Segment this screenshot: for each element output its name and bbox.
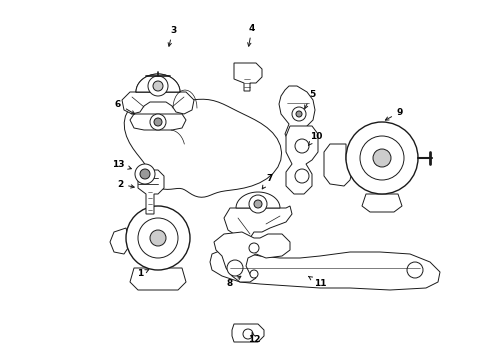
Polygon shape xyxy=(324,144,352,186)
Polygon shape xyxy=(130,114,186,130)
Polygon shape xyxy=(236,192,280,208)
Circle shape xyxy=(154,118,162,126)
Circle shape xyxy=(249,243,259,253)
Circle shape xyxy=(138,218,178,258)
Text: 6: 6 xyxy=(115,99,135,114)
Text: 12: 12 xyxy=(248,333,260,345)
Circle shape xyxy=(153,81,163,91)
Circle shape xyxy=(346,122,418,194)
Circle shape xyxy=(254,200,262,208)
Circle shape xyxy=(295,169,309,183)
Polygon shape xyxy=(279,86,315,148)
Circle shape xyxy=(250,270,258,278)
Text: 11: 11 xyxy=(309,276,326,288)
Polygon shape xyxy=(210,250,440,290)
Circle shape xyxy=(135,164,155,184)
Polygon shape xyxy=(138,170,164,214)
Text: 13: 13 xyxy=(112,159,131,169)
Circle shape xyxy=(292,107,306,121)
Polygon shape xyxy=(234,63,262,91)
Text: 1: 1 xyxy=(137,270,148,279)
Polygon shape xyxy=(110,228,128,254)
Text: 10: 10 xyxy=(308,131,322,145)
Circle shape xyxy=(296,111,302,117)
Circle shape xyxy=(126,206,190,270)
Text: 4: 4 xyxy=(247,23,255,46)
Polygon shape xyxy=(130,268,186,290)
Text: 2: 2 xyxy=(117,180,134,189)
Text: 9: 9 xyxy=(385,108,403,120)
Circle shape xyxy=(249,195,267,213)
Text: 3: 3 xyxy=(168,26,176,46)
Polygon shape xyxy=(362,194,402,212)
Text: 8: 8 xyxy=(227,276,241,288)
Circle shape xyxy=(243,329,253,339)
Polygon shape xyxy=(136,74,180,92)
Circle shape xyxy=(360,136,404,180)
Polygon shape xyxy=(122,92,194,114)
Text: 5: 5 xyxy=(305,90,315,109)
Circle shape xyxy=(140,169,150,179)
Circle shape xyxy=(150,230,166,246)
Polygon shape xyxy=(124,99,282,197)
Text: 7: 7 xyxy=(262,174,273,189)
Polygon shape xyxy=(286,126,318,194)
Circle shape xyxy=(373,149,391,167)
Polygon shape xyxy=(224,206,292,238)
Circle shape xyxy=(150,114,166,130)
Polygon shape xyxy=(214,232,290,282)
Circle shape xyxy=(227,260,243,276)
Polygon shape xyxy=(232,324,264,342)
Circle shape xyxy=(407,262,423,278)
Circle shape xyxy=(148,76,168,96)
Circle shape xyxy=(295,139,309,153)
